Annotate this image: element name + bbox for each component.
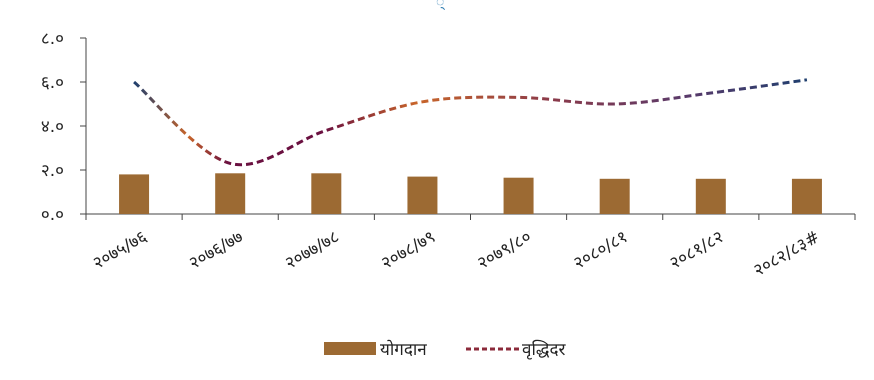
- chart-title-fragment: ्: [436, 0, 445, 10]
- y-tick-label: २.०: [41, 161, 64, 181]
- y-tick-label: ६.०: [41, 73, 64, 93]
- legend-swatch-bar: [324, 342, 376, 355]
- y-tick-label: ०.०: [41, 205, 64, 225]
- y-tick-label: ८.०: [41, 29, 64, 49]
- legend-label-line: वृद्धिदर: [522, 339, 566, 360]
- y-tick-label: ४.०: [41, 117, 64, 137]
- bar: [407, 176, 438, 214]
- x-tick-label: २०७९/८०: [474, 227, 535, 274]
- x-tick-label: २०७६/७७: [186, 227, 247, 274]
- growth-rate-line: [133, 78, 808, 167]
- x-tick-label: २०८२/८३#: [750, 227, 823, 281]
- bar: [599, 178, 630, 214]
- x-tick-label: २०८१/८२: [666, 227, 727, 274]
- bar: [311, 173, 342, 214]
- bar: [791, 178, 822, 214]
- x-tick-label: २०८०/८१: [570, 227, 631, 274]
- x-tick-label: २०७८/७९: [378, 227, 439, 274]
- x-tick-label: २०७७/७८: [282, 227, 343, 274]
- bar: [119, 174, 150, 214]
- legend-label-bar: योगदान: [380, 339, 427, 360]
- bar: [215, 173, 246, 214]
- x-tick-label: २०७५/७६: [90, 227, 151, 274]
- bar: [695, 178, 726, 214]
- bar: [503, 177, 534, 214]
